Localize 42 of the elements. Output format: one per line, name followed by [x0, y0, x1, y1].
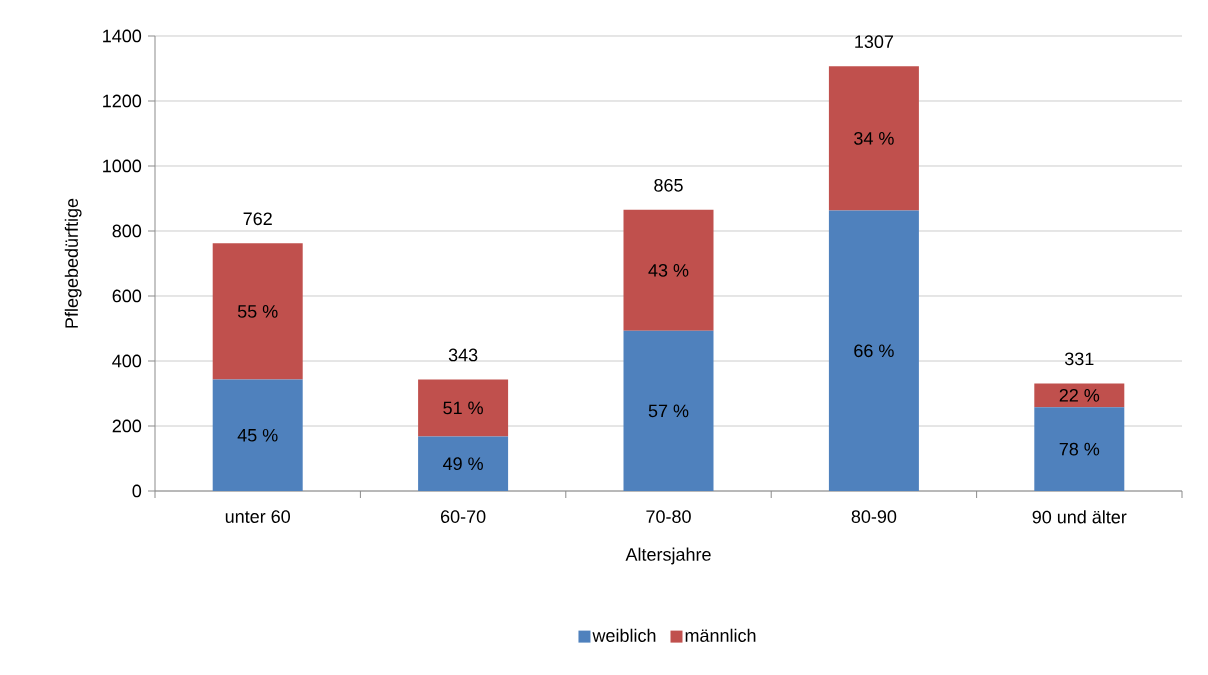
total-label: 1307 [855, 35, 894, 49]
bar [1034, 383, 1125, 408]
annotation: 51 % [443, 401, 483, 415]
bar [1034, 407, 1125, 491]
y-tick-label: 0 [132, 484, 142, 498]
y-tick-label: 800 [112, 224, 142, 238]
annotation: 78 % [1059, 442, 1100, 456]
annotation: 49 % [443, 457, 483, 471]
x-tick-label: unter 60 [225, 510, 291, 523]
annotation: 34 % [854, 131, 894, 145]
y-tick-label: 600 [112, 289, 142, 303]
x-tick-label: 60-70 [440, 510, 486, 523]
x-axis-title: Altersjahre [625, 547, 711, 565]
y-tick-label: 1400 [103, 29, 142, 43]
x-tick-label: 70-80 [646, 510, 691, 523]
annotation: 55 % [237, 305, 278, 318]
bar [418, 379, 509, 437]
annotation: 66 % [854, 344, 894, 358]
total-label: 331 [1064, 352, 1094, 366]
y-tick-label: 200 [112, 419, 142, 433]
y-tick-label: 1200 [103, 94, 142, 108]
bar [212, 379, 303, 491]
bar [623, 330, 714, 491]
bar [828, 210, 919, 491]
annotation: 45 % [237, 428, 278, 442]
total-label: 762 [243, 212, 272, 226]
y-tick-label: 400 [112, 354, 142, 368]
y-axis-title: Pflegebedürftige [64, 198, 82, 328]
x-tick-label: 90 und älter [1032, 510, 1127, 524]
legend-label: weiblich [592, 628, 656, 642]
bar [212, 243, 303, 380]
x-tick-label: 80-90 [851, 510, 897, 523]
annotation: 22 % [1059, 388, 1100, 402]
annotation: 57 % [648, 404, 689, 418]
total-label: 865 [654, 178, 683, 192]
legend-label: männlich [685, 628, 756, 642]
annotation: 43 % [648, 263, 689, 277]
bar [828, 66, 919, 211]
y-tick-label: 1000 [103, 159, 142, 173]
bar [623, 209, 714, 331]
total-label: 343 [448, 348, 478, 362]
bar [418, 436, 509, 491]
